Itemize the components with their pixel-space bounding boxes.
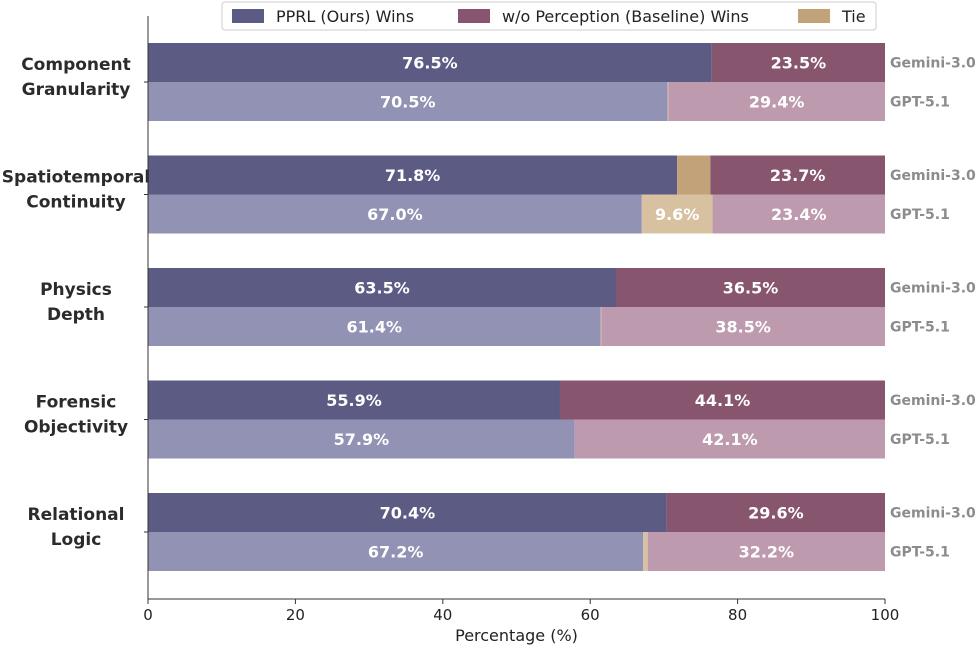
bar-label-ours-3-0: 55.9%: [326, 391, 382, 410]
model-label-2-0: Gemini-3.0: [890, 281, 976, 297]
bar-baseline-0-1: [668, 82, 885, 121]
model-label-1-0: Gemini-3.0: [890, 168, 976, 184]
bar-baseline-0-0: [711, 43, 885, 82]
bar-ours-1-1: [148, 194, 642, 234]
bar-label-baseline-3-0: 44.1%: [695, 391, 751, 410]
category-label-2: Physics Depth: [40, 280, 112, 325]
category-label-0: Component Granularity: [21, 55, 131, 100]
bar-label-ours-0-0: 76.5%: [402, 54, 458, 73]
legend-label-ours: PPRL (Ours) Wins: [276, 7, 414, 26]
category-label-1: Spatiotemporal Continuity: [2, 168, 150, 213]
model-label-1-1: GPT-5.1: [890, 207, 950, 223]
bar-label-ours-1-1: 67.0%: [367, 205, 423, 224]
bar-baseline-3-0: [559, 380, 885, 420]
bar-baseline-4-0: [666, 493, 885, 532]
bars-layer: [148, 43, 885, 571]
bar-label-baseline-3-1: 42.1%: [702, 430, 758, 449]
x-tick-label-1: 20: [286, 606, 305, 624]
bar-label-ours-3-1: 57.9%: [334, 430, 390, 449]
bar-label-ours-4-1: 67.2%: [368, 543, 424, 562]
legend-swatch-ours: [232, 9, 264, 23]
legend-swatch-baseline: [458, 9, 490, 23]
category-label-4: Relational Logic: [28, 505, 125, 550]
legend-label-tie: Tie: [841, 7, 866, 26]
bar-label-baseline-0-1: 29.4%: [749, 93, 805, 112]
model-label-2-1: GPT-5.1: [890, 320, 950, 336]
model-label-3-0: Gemini-3.0: [890, 393, 976, 409]
bar-label-ours-4-0: 70.4%: [380, 504, 436, 523]
bar-ours-4-1: [148, 532, 644, 571]
bar-ours-3-1: [148, 419, 575, 459]
bar-label-baseline-2-1: 38.5%: [715, 318, 771, 337]
bar-ours-2-0: [148, 268, 616, 307]
model-label-4-1: GPT-5.1: [890, 545, 950, 561]
bar-baseline-3-1: [574, 419, 885, 459]
bar-tie-0-1: [667, 82, 669, 121]
legend-frame: [221, 1, 877, 31]
bar-label-ours-2-0: 63.5%: [354, 279, 410, 298]
model-label-0-0: Gemini-3.0: [890, 56, 976, 72]
bar-tie-1-0: [677, 155, 711, 195]
bar-label-baseline-2-0: 36.5%: [723, 279, 779, 298]
bar-label-ours-1-0: 71.8%: [385, 166, 441, 185]
bar-label-ours-0-1: 70.5%: [380, 93, 436, 112]
bar-ours-2-1: [148, 307, 601, 346]
bar-label-baseline-4-1: 32.2%: [739, 543, 795, 562]
bar-baseline-2-0: [615, 268, 885, 307]
bar-ours-0-0: [148, 43, 712, 82]
legend: PPRL (Ours) Wins w/o Perception (Baseline…: [221, 1, 877, 31]
labels-layer: 76.5% 23.5% Gemini-3.0 70.5% 29.4% GPT-5.1 Com…: [2, 54, 976, 562]
model-label-4-0: Gemini-3.0: [890, 506, 976, 522]
model-label-3-1: GPT-5.1: [890, 432, 950, 448]
category-label-3: Forensic Objectivity: [24, 393, 128, 438]
x-axis: 0 20 40 60 80 100 Percentage (%): [143, 16, 899, 645]
bar-tie-2-1: [600, 307, 602, 346]
bar-label-tie-1-1: 9.6%: [655, 205, 699, 224]
bar-ours-0-1: [148, 82, 668, 121]
bar-baseline-1-0: [710, 155, 885, 195]
bar-label-baseline-1-0: 23.7%: [770, 166, 826, 185]
x-axis-title: Percentage (%): [455, 626, 578, 645]
x-tick-label-0: 0: [143, 606, 153, 624]
bar-ours-1-0: [148, 155, 678, 195]
bar-label-baseline-4-0: 29.6%: [748, 504, 804, 523]
legend-swatch-tie: [798, 9, 830, 23]
legend-label-baseline: w/o Perception (Baseline) Wins: [502, 7, 749, 26]
bar-ours-3-0: [148, 380, 560, 420]
bar-baseline-1-1: [712, 194, 885, 234]
bar-ours-4-0: [148, 493, 667, 532]
bar-tie-1-1: [641, 194, 713, 234]
x-tick-label-5: 100: [871, 606, 900, 624]
x-tick-label-4: 80: [728, 606, 747, 624]
bar-tie-4-1: [643, 532, 648, 571]
bar-baseline-4-1: [647, 532, 885, 571]
bar-baseline-2-1: [601, 307, 885, 346]
bar-label-ours-2-1: 61.4%: [347, 318, 403, 337]
x-tick-label-3: 60: [581, 606, 600, 624]
bar-label-baseline-0-0: 23.5%: [771, 54, 827, 73]
model-label-0-1: GPT-5.1: [890, 95, 950, 111]
x-tick-label-2: 40: [433, 606, 452, 624]
bar-label-baseline-1-1: 23.4%: [771, 205, 827, 224]
